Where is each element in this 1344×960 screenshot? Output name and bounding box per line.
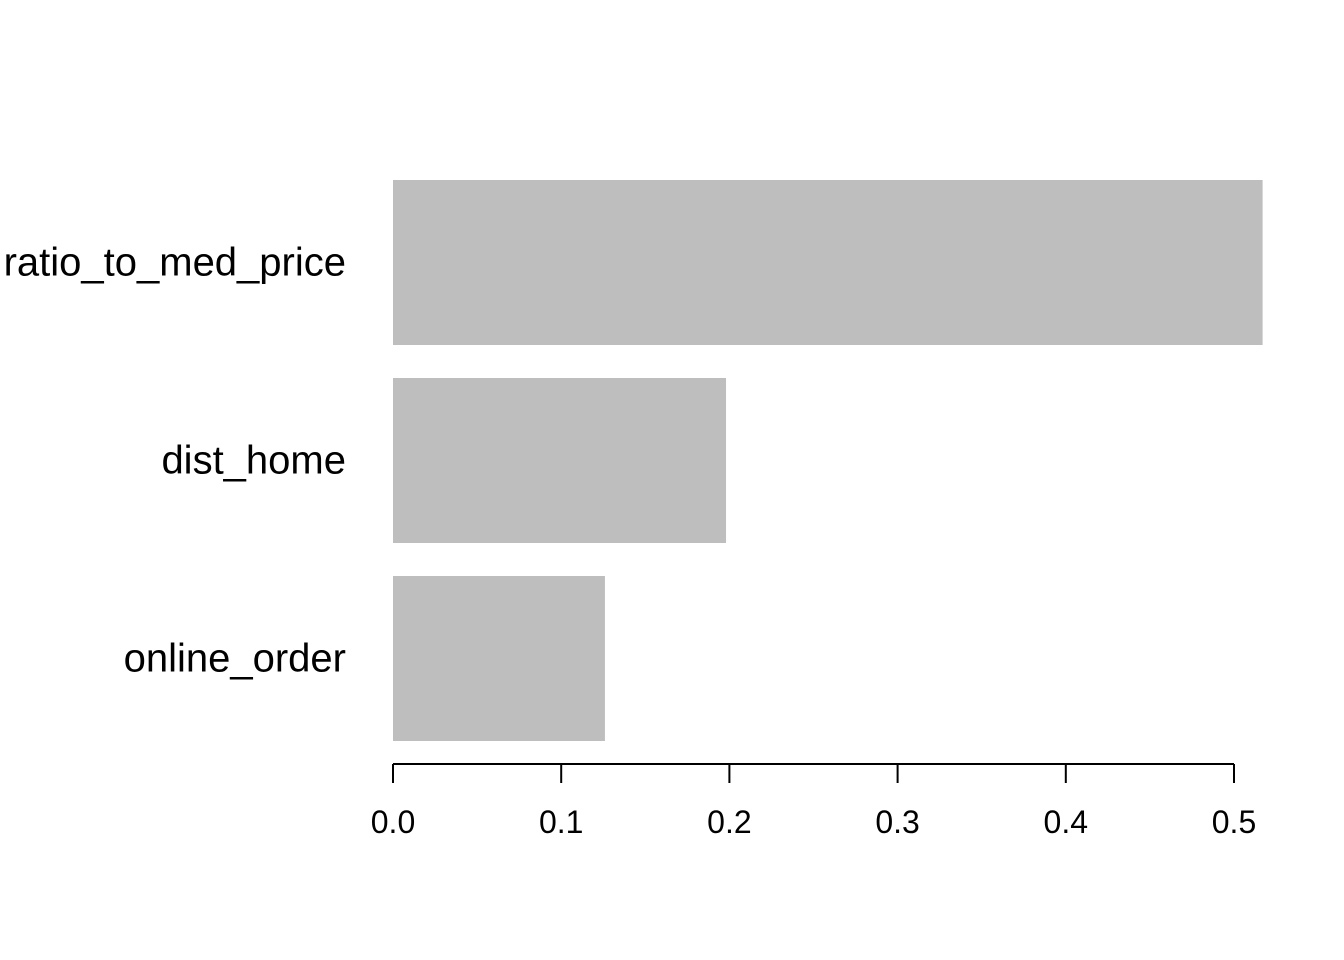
bar-ratio_to_med_price	[393, 180, 1263, 345]
bar-online_order	[393, 576, 605, 741]
bar-dist_home	[393, 378, 727, 543]
category-label-ratio_to_med_price: ratio_to_med_price	[4, 241, 346, 285]
category-labels: ratio_to_med_price dist_home online_order	[4, 241, 346, 681]
x-axis: 0.0 0.1 0.2 0.3 0.4 0.5	[371, 763, 1256, 840]
x-tick-label: 0.1	[539, 804, 583, 840]
category-label-dist_home: dist_home	[161, 439, 346, 483]
x-tick-label: 0.5	[1212, 804, 1256, 840]
x-tick-label: 0.4	[1044, 804, 1088, 840]
x-tick-label: 0.3	[875, 804, 919, 840]
x-tick-label: 0.0	[371, 804, 415, 840]
bars	[393, 180, 1263, 741]
x-tick-label: 0.2	[707, 804, 751, 840]
category-label-online_order: online_order	[124, 637, 346, 681]
